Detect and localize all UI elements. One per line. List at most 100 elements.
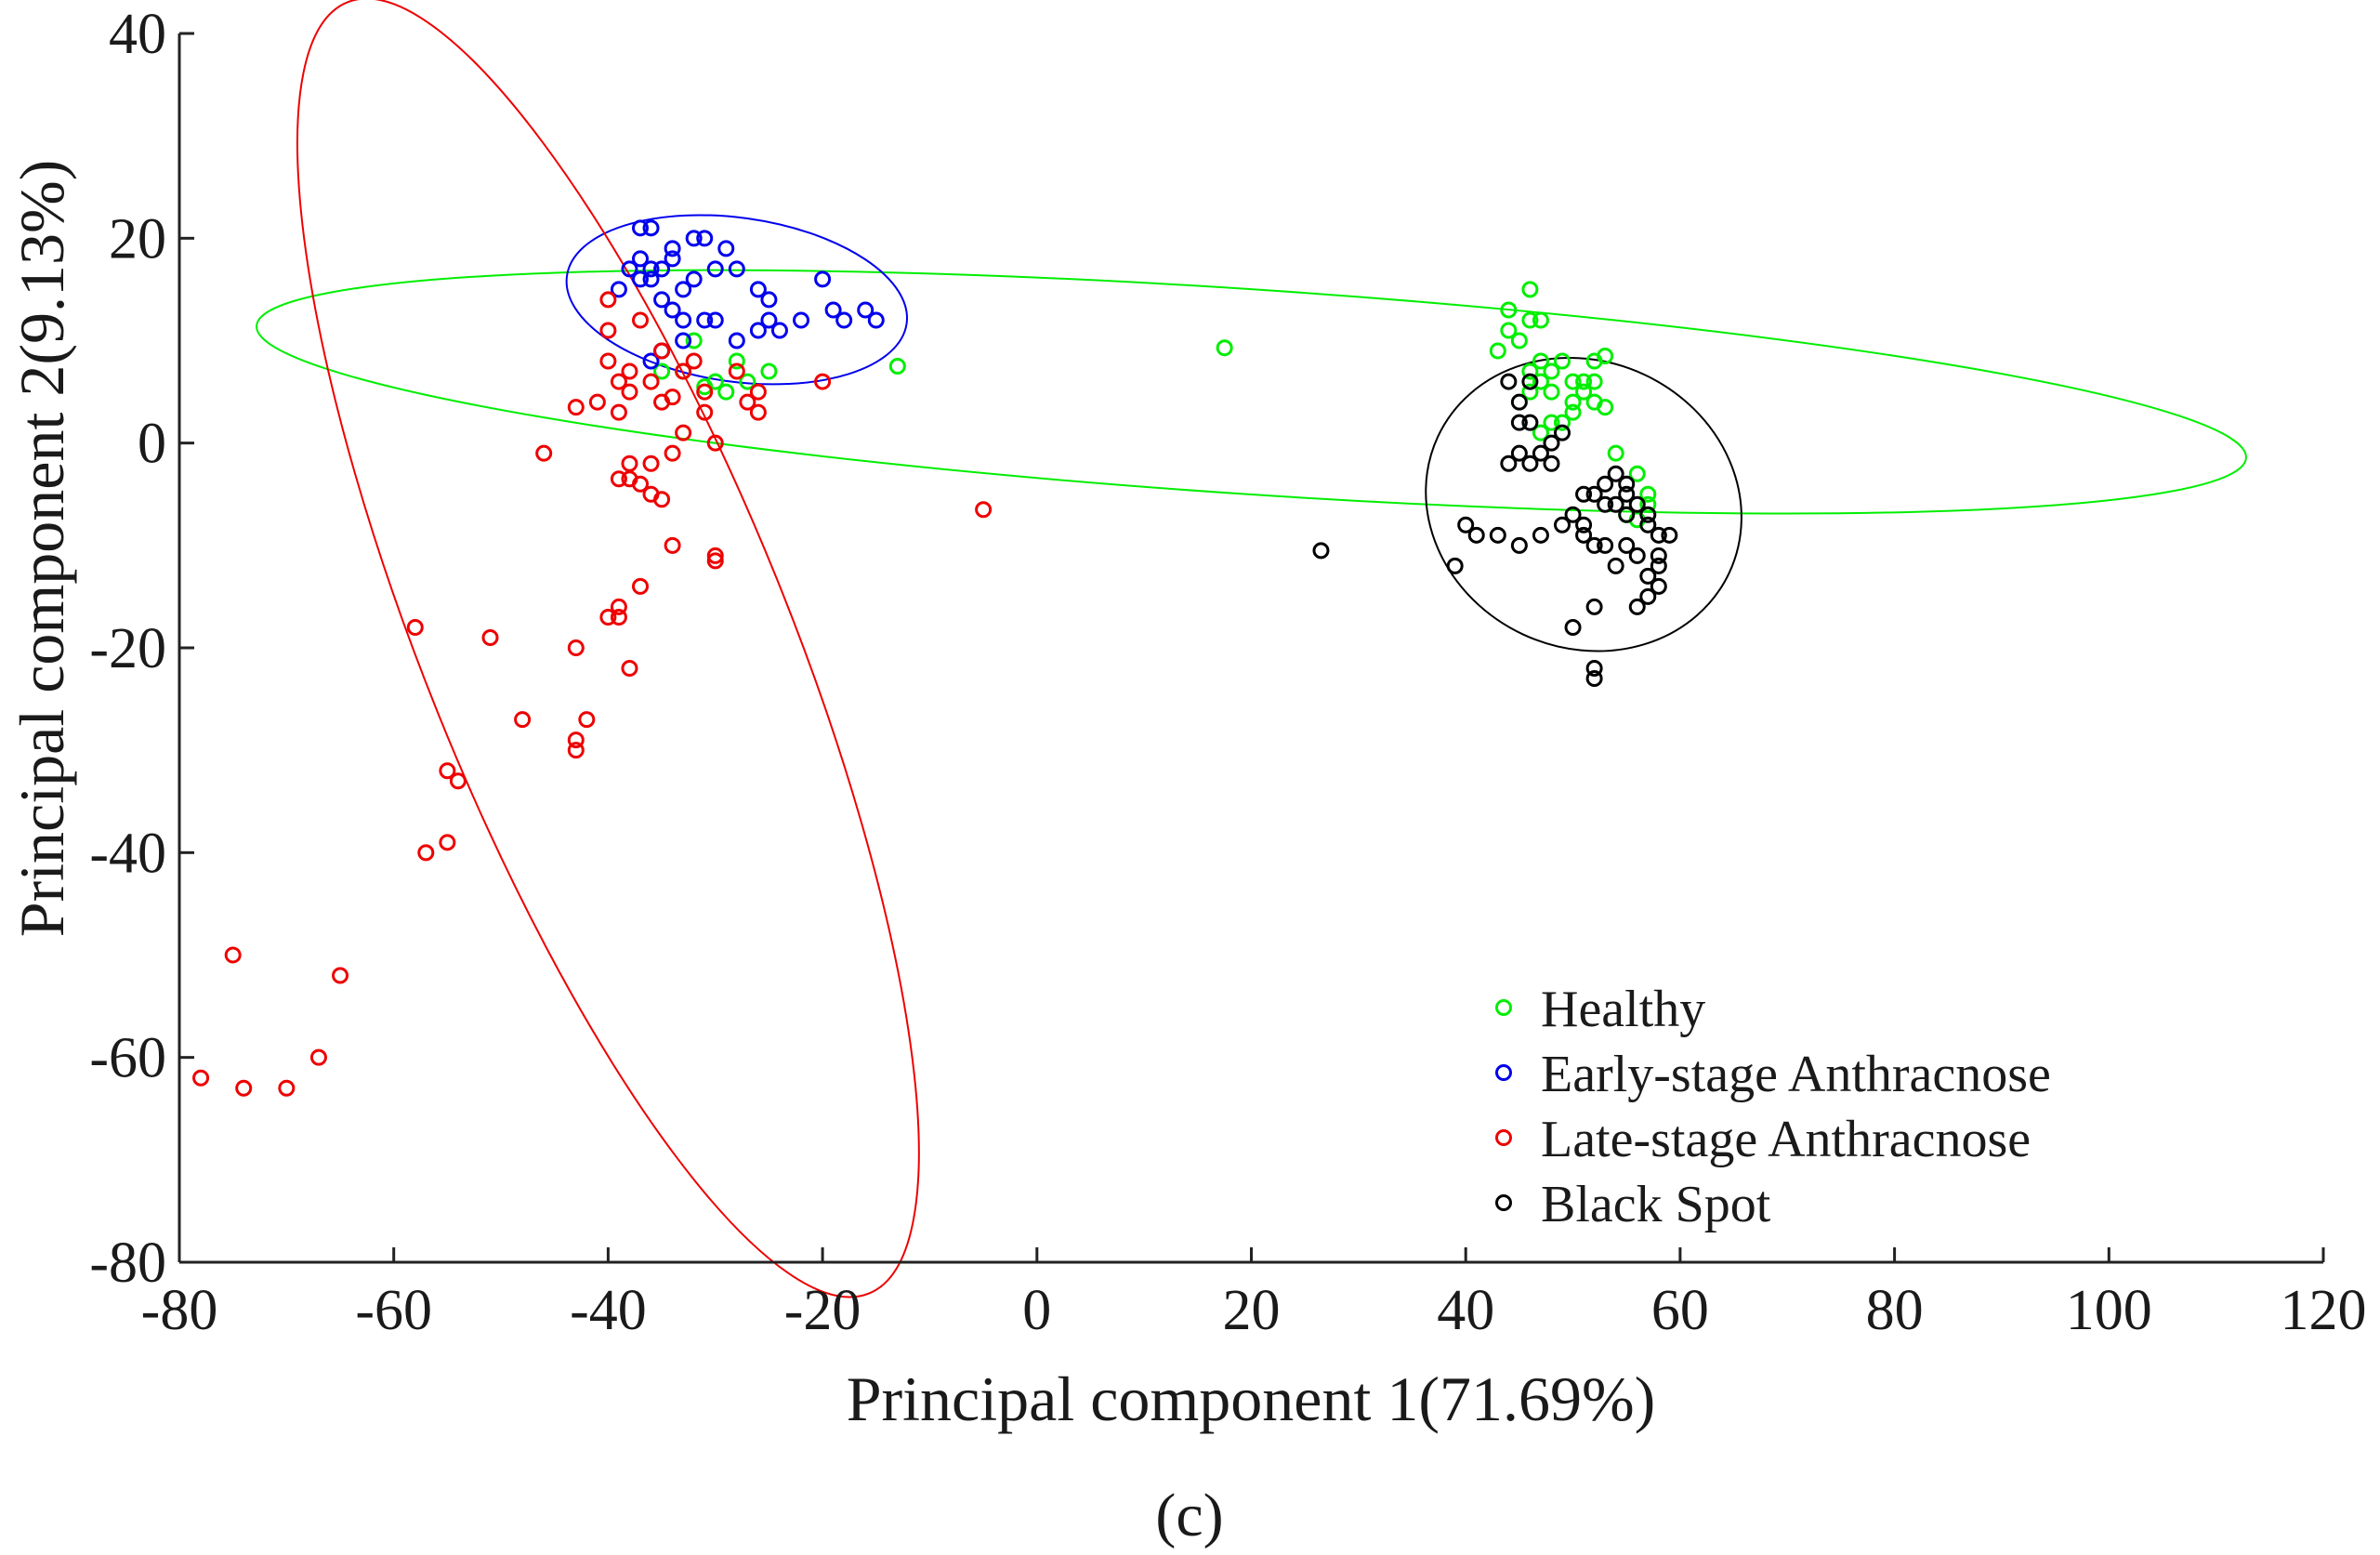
point-late-stage-anthracnose bbox=[599, 291, 617, 309]
point-black-spot bbox=[1628, 495, 1646, 513]
point-late-stage-anthracnose bbox=[610, 403, 627, 421]
point-late-stage-anthracnose bbox=[599, 608, 617, 626]
point-late-stage-anthracnose bbox=[610, 598, 627, 615]
point-healthy bbox=[1628, 465, 1646, 482]
point-early-stage-anthracnose bbox=[632, 250, 650, 268]
point-early-stage-anthracnose bbox=[867, 311, 885, 329]
point-healthy bbox=[1564, 403, 1582, 421]
point-black-spot bbox=[1650, 577, 1667, 595]
point-black-spot bbox=[1597, 475, 1614, 493]
point-late-stage-anthracnose bbox=[567, 399, 585, 416]
point-early-stage-anthracnose bbox=[664, 301, 681, 319]
point-healthy bbox=[739, 373, 756, 390]
point-early-stage-anthracnose bbox=[675, 281, 692, 298]
y-tick-label: -60 bbox=[89, 1027, 166, 1090]
point-black-spot bbox=[1585, 536, 1603, 554]
point-black-spot bbox=[1521, 373, 1539, 390]
point-healthy bbox=[1543, 362, 1560, 380]
x-tick-label: 100 bbox=[2066, 1279, 2152, 1342]
x-tick-label: -40 bbox=[570, 1279, 647, 1342]
legend-label-healthy: Healthy bbox=[1541, 981, 1705, 1038]
point-healthy bbox=[1639, 495, 1657, 513]
point-late-stage-anthracnose bbox=[749, 383, 767, 401]
legend-label-late-stage-anthracnose: Late-stage Anthracnose bbox=[1541, 1111, 2031, 1168]
point-late-stage-anthracnose bbox=[642, 455, 660, 472]
confidence-ellipses bbox=[256, 0, 2247, 1298]
point-healthy bbox=[1489, 342, 1506, 360]
point-late-stage-anthracnose bbox=[535, 444, 553, 462]
point-late-stage-anthracnose bbox=[567, 639, 585, 656]
point-healthy bbox=[717, 383, 735, 401]
point-early-stage-anthracnose bbox=[717, 240, 735, 257]
point-late-stage-anthracnose bbox=[632, 577, 650, 595]
point-black-spot bbox=[1521, 455, 1539, 472]
point-early-stage-anthracnose bbox=[824, 301, 842, 319]
x-tick-label: 20 bbox=[1223, 1279, 1281, 1342]
point-late-stage-anthracnose bbox=[696, 403, 714, 421]
point-black-spot bbox=[1543, 455, 1560, 472]
point-black-spot bbox=[1618, 536, 1636, 554]
x-tick-label: 60 bbox=[1651, 1279, 1709, 1342]
point-black-spot bbox=[1510, 444, 1528, 462]
point-black-spot bbox=[1532, 526, 1549, 544]
point-healthy bbox=[1564, 393, 1582, 411]
legend: Healthy Early-stage Anthracnose Late-stage… bbox=[1495, 981, 2051, 1233]
point-healthy bbox=[1532, 352, 1549, 370]
point-early-stage-anthracnose bbox=[610, 281, 627, 298]
point-healthy bbox=[1585, 373, 1603, 390]
point-healthy bbox=[1554, 414, 1571, 431]
point-late-stage-anthracnose bbox=[664, 444, 681, 462]
point-early-stage-anthracnose bbox=[696, 230, 714, 247]
point-black-spot bbox=[1585, 485, 1603, 503]
point-black-spot bbox=[1510, 414, 1528, 431]
point-late-stage-anthracnose bbox=[332, 967, 349, 984]
point-healthy bbox=[1575, 383, 1593, 401]
point-early-stage-anthracnose bbox=[675, 311, 692, 329]
legend-marker-early-stage-anthracnose bbox=[1495, 1064, 1512, 1081]
point-late-stage-anthracnose bbox=[621, 455, 638, 472]
point-black-spot bbox=[1575, 516, 1593, 534]
point-healthy bbox=[1532, 424, 1549, 441]
point-black-spot bbox=[1500, 373, 1518, 390]
series-black-spot bbox=[1312, 373, 1678, 688]
y-tick-label: 0 bbox=[138, 413, 166, 476]
point-early-stage-anthracnose bbox=[632, 219, 650, 237]
point-black-spot bbox=[1639, 516, 1657, 534]
point-early-stage-anthracnose bbox=[696, 311, 714, 329]
point-black-spot bbox=[1639, 587, 1657, 605]
point-late-stage-anthracnose bbox=[975, 501, 993, 519]
point-late-stage-anthracnose bbox=[449, 772, 467, 790]
point-healthy bbox=[653, 362, 671, 380]
point-late-stage-anthracnose bbox=[278, 1079, 296, 1097]
point-late-stage-anthracnose bbox=[653, 342, 671, 360]
point-late-stage-anthracnose bbox=[599, 322, 617, 339]
point-late-stage-anthracnose bbox=[739, 393, 756, 411]
point-late-stage-anthracnose bbox=[621, 660, 638, 678]
point-late-stage-anthracnose bbox=[192, 1069, 210, 1087]
point-healthy bbox=[685, 332, 703, 349]
axes: -80 -60 -40 -20 0 20 40 60 80 100 120 -80 -60 -40 -20… bbox=[89, 3, 2366, 1342]
point-black-spot bbox=[1510, 393, 1528, 411]
point-late-stage-anthracnose bbox=[706, 547, 724, 564]
point-healthy bbox=[1639, 485, 1657, 503]
point-healthy bbox=[1597, 348, 1614, 365]
point-healthy bbox=[1216, 339, 1233, 357]
x-tick-label: -80 bbox=[141, 1279, 218, 1342]
point-late-stage-anthracnose bbox=[610, 470, 627, 488]
point-late-stage-anthracnose bbox=[235, 1079, 253, 1097]
point-healthy bbox=[1597, 399, 1614, 416]
point-late-stage-anthracnose bbox=[621, 383, 638, 401]
series-early-stage-anthracnose bbox=[610, 219, 885, 370]
point-black-spot bbox=[1597, 536, 1614, 554]
point-late-stage-anthracnose bbox=[632, 311, 650, 329]
point-healthy bbox=[1554, 352, 1571, 370]
point-healthy bbox=[1510, 332, 1528, 349]
point-healthy bbox=[1500, 301, 1518, 319]
series-healthy bbox=[653, 281, 1657, 529]
legend-label-black-spot: Black Spot bbox=[1541, 1176, 1771, 1233]
point-black-spot bbox=[1607, 557, 1624, 574]
point-early-stage-anthracnose bbox=[760, 291, 778, 309]
point-black-spot bbox=[1543, 434, 1560, 452]
point-black-spot bbox=[1489, 526, 1506, 544]
point-black-spot bbox=[1554, 424, 1571, 441]
